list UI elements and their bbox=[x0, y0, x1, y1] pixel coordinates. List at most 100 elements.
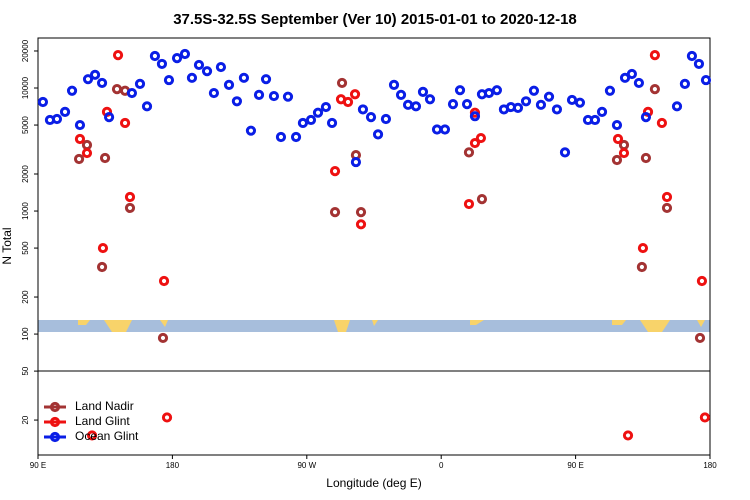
data-point bbox=[81, 139, 93, 151]
data-point bbox=[134, 78, 146, 90]
data-point bbox=[112, 50, 124, 61]
data-point bbox=[253, 89, 265, 100]
data-point bbox=[686, 50, 698, 62]
data-point bbox=[388, 79, 400, 91]
data-point bbox=[372, 129, 384, 140]
data-point bbox=[350, 156, 362, 168]
y-tick-label: 20 bbox=[21, 415, 30, 424]
legend-marker bbox=[49, 401, 61, 413]
data-point bbox=[82, 74, 94, 85]
data-point bbox=[618, 147, 630, 159]
y-tick-label: 500 bbox=[21, 241, 30, 255]
data-point bbox=[640, 112, 652, 123]
data-point bbox=[179, 48, 191, 60]
data-point bbox=[186, 72, 198, 83]
legend-label: Land Nadir bbox=[75, 399, 134, 413]
data-point bbox=[447, 99, 459, 110]
data-point bbox=[99, 152, 111, 164]
legend-marker bbox=[49, 431, 61, 443]
data-point bbox=[37, 96, 49, 108]
y-tick-label: 5000 bbox=[21, 116, 30, 134]
data-point bbox=[626, 68, 637, 80]
data-point bbox=[149, 50, 161, 62]
data-point bbox=[97, 242, 109, 254]
data-point bbox=[431, 124, 443, 135]
data-point bbox=[476, 194, 488, 205]
data-point bbox=[260, 74, 272, 85]
data-point bbox=[566, 94, 578, 106]
data-point bbox=[402, 99, 414, 110]
data-point bbox=[520, 96, 532, 107]
data-point bbox=[161, 412, 173, 423]
data-point bbox=[475, 132, 487, 144]
data-point bbox=[439, 124, 451, 135]
data-point bbox=[320, 101, 332, 113]
data-point bbox=[633, 77, 645, 89]
data-point bbox=[124, 202, 136, 214]
data-point bbox=[559, 147, 571, 158]
data-point bbox=[171, 53, 183, 64]
x-tick-label: 180 bbox=[703, 461, 717, 470]
data-point bbox=[611, 119, 623, 131]
data-point bbox=[365, 112, 377, 123]
data-point bbox=[649, 83, 660, 95]
data-point bbox=[469, 137, 481, 149]
data-point bbox=[696, 275, 708, 287]
data-point bbox=[305, 114, 317, 126]
data-point bbox=[86, 430, 98, 441]
data-point bbox=[671, 101, 683, 112]
data-point bbox=[661, 191, 673, 203]
data-point bbox=[355, 219, 367, 230]
data-point bbox=[656, 117, 668, 129]
data-point bbox=[59, 106, 71, 117]
y-tick-label: 50 bbox=[21, 366, 30, 375]
data-point bbox=[74, 133, 86, 145]
data-point bbox=[357, 104, 369, 115]
data-point bbox=[111, 83, 123, 95]
legend-label: Ocean Glint bbox=[75, 429, 139, 443]
data-point bbox=[158, 275, 170, 287]
data-point bbox=[483, 87, 495, 99]
data-point bbox=[640, 152, 652, 164]
data-point bbox=[349, 89, 361, 100]
data-point bbox=[693, 58, 705, 70]
data-point bbox=[89, 69, 101, 80]
data-point bbox=[231, 96, 243, 107]
y-tick-label: 100 bbox=[21, 327, 30, 341]
data-point bbox=[551, 104, 563, 115]
data-point bbox=[119, 117, 131, 129]
data-point bbox=[491, 85, 503, 96]
x-tick-label: 90 E bbox=[567, 461, 583, 470]
data-point bbox=[380, 113, 392, 125]
data-point bbox=[96, 77, 108, 89]
data-point bbox=[74, 119, 86, 131]
data-point bbox=[51, 113, 63, 125]
data-point bbox=[163, 74, 175, 86]
data-point bbox=[156, 58, 168, 70]
data-point bbox=[238, 72, 250, 83]
data-point bbox=[126, 87, 138, 99]
data-point bbox=[215, 61, 227, 73]
data-point bbox=[223, 79, 235, 91]
data-point bbox=[201, 66, 213, 77]
x-tick-label: 90 W bbox=[297, 461, 316, 470]
data-point bbox=[699, 412, 711, 423]
data-point bbox=[124, 191, 136, 203]
data-point bbox=[512, 102, 524, 113]
data-point bbox=[463, 198, 475, 210]
data-point bbox=[622, 430, 634, 441]
data-point bbox=[326, 117, 338, 129]
data-point bbox=[637, 242, 649, 254]
data-point bbox=[700, 74, 712, 86]
data-point bbox=[268, 90, 280, 102]
data-point bbox=[336, 77, 348, 89]
data-point bbox=[649, 50, 660, 61]
chart-title: 37.5S-32.5S September (Ver 10) 2015-01-0… bbox=[173, 11, 577, 28]
y-tick-label: 1000 bbox=[21, 202, 30, 220]
data-point bbox=[528, 85, 540, 96]
data-point bbox=[612, 133, 624, 145]
data-point bbox=[611, 154, 623, 166]
data-point bbox=[81, 147, 93, 159]
data-point bbox=[604, 85, 616, 96]
